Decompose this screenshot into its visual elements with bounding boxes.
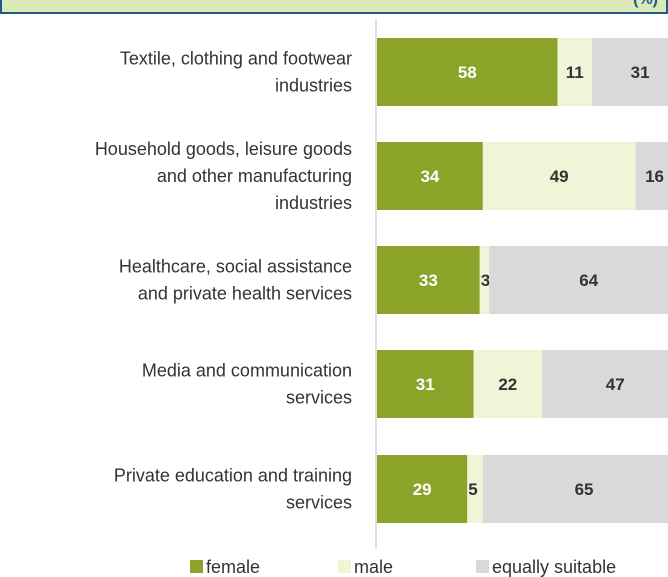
bar-female-1 xyxy=(377,142,483,210)
legend: female male equally suitable xyxy=(190,557,616,577)
legend-swatch-equally-suitable xyxy=(476,560,489,573)
title-bar: (%) xyxy=(0,0,668,14)
data-label-female-4: 29 xyxy=(413,480,432,499)
bar-male-0 xyxy=(557,38,592,106)
category-label-4: Private education and training services xyxy=(114,466,352,513)
bar-equally-suitable-1 xyxy=(635,142,668,210)
legend-swatch-male xyxy=(338,560,351,573)
bar-female-4 xyxy=(377,455,468,523)
legend-label-female: female xyxy=(206,557,260,577)
data-label-female-1: 34 xyxy=(420,167,439,186)
category-label-2: Healthcare, social assistance and private… xyxy=(119,257,352,304)
bar-equally-suitable-2 xyxy=(489,246,668,314)
data-label-equally-suitable-1: 16 xyxy=(645,167,664,186)
category-labels-group: Textile, clothing and footwear industries… xyxy=(95,49,352,513)
data-label-equally-suitable-2: 64 xyxy=(579,271,598,290)
category-label-0: Textile, clothing and footwear industries xyxy=(120,49,352,96)
bar-female-2 xyxy=(377,246,480,314)
data-label-male-4: 5 xyxy=(468,480,477,499)
legend-swatch-female xyxy=(190,560,203,573)
bar-equally-suitable-3 xyxy=(542,350,668,418)
legend-label-male: male xyxy=(354,557,393,577)
bar-male-1 xyxy=(482,142,636,210)
data-label-equally-suitable-0: 31 xyxy=(631,63,650,82)
data-label-equally-suitable-3: 47 xyxy=(606,375,625,394)
data-label-male-0: 11 xyxy=(566,63,584,82)
bar-male-4 xyxy=(467,455,483,523)
data-label-equally-suitable-4: 65 xyxy=(575,480,594,499)
bar-male-2 xyxy=(479,246,490,314)
bar-equally-suitable-4 xyxy=(482,455,668,523)
data-label-male-1: 49 xyxy=(550,167,569,186)
bar-male-3 xyxy=(473,350,543,418)
bar-female-3 xyxy=(377,350,474,418)
data-label-female-3: 31 xyxy=(416,375,435,394)
chart-title-fragment: (%) xyxy=(633,0,658,9)
category-label-3: Media and communication services xyxy=(142,361,352,408)
data-label-male-2: 3 xyxy=(481,271,490,290)
category-label-1: Household goods, leisure goods and other … xyxy=(95,139,352,213)
data-label-female-0: 58 xyxy=(458,63,477,82)
legend-label-equally-suitable: equally suitable xyxy=(492,557,616,577)
bar-female-0 xyxy=(377,38,558,106)
data-label-female-2: 33 xyxy=(419,271,438,290)
data-label-male-3: 22 xyxy=(498,375,517,394)
bar-equally-suitable-0 xyxy=(591,38,668,106)
